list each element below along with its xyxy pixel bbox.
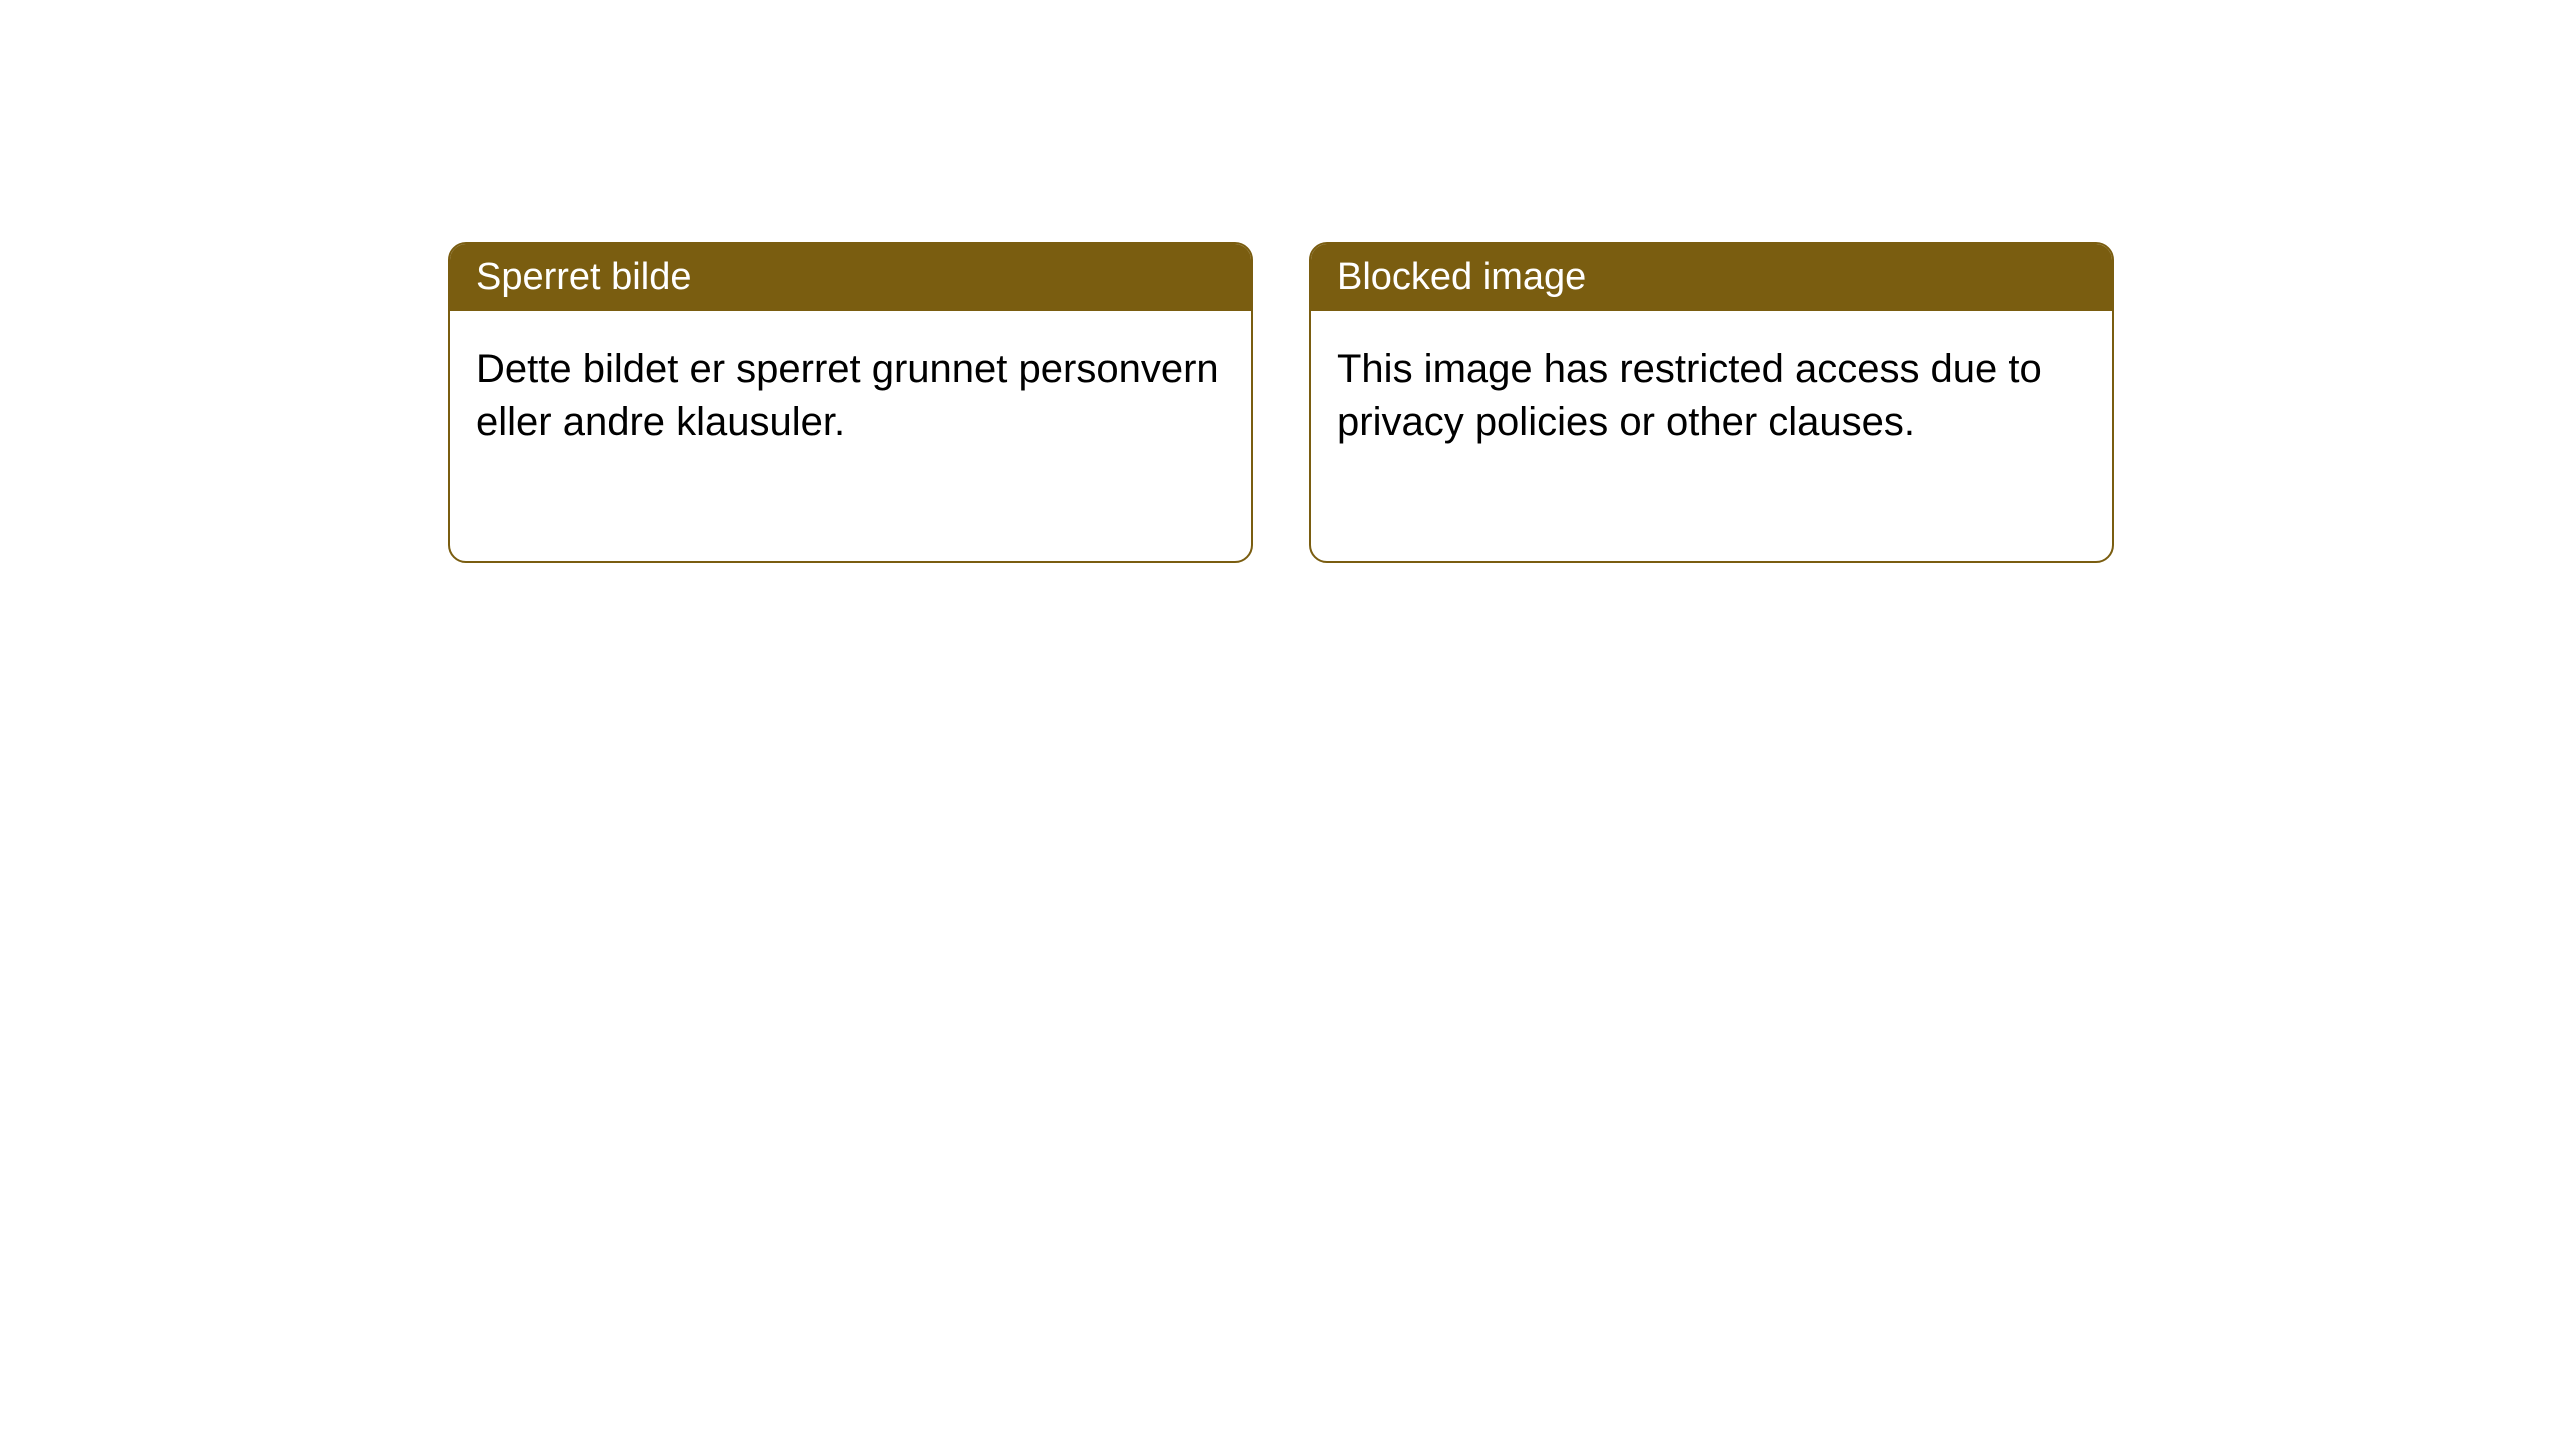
notice-card-header: Blocked image xyxy=(1311,244,2112,311)
notice-card-body: This image has restricted access due to … xyxy=(1311,311,2112,561)
notice-card-english: Blocked image This image has restricted … xyxy=(1309,242,2114,563)
notice-body-text: Dette bildet er sperret grunnet personve… xyxy=(476,347,1219,444)
notice-card-body: Dette bildet er sperret grunnet personve… xyxy=(450,311,1251,561)
notice-body-text: This image has restricted access due to … xyxy=(1337,347,2042,444)
notice-title: Sperret bilde xyxy=(476,256,691,298)
notice-title: Blocked image xyxy=(1337,256,1586,298)
notice-container: Sperret bilde Dette bildet er sperret gr… xyxy=(0,0,2560,563)
notice-card-norwegian: Sperret bilde Dette bildet er sperret gr… xyxy=(448,242,1253,563)
notice-card-header: Sperret bilde xyxy=(450,244,1251,311)
